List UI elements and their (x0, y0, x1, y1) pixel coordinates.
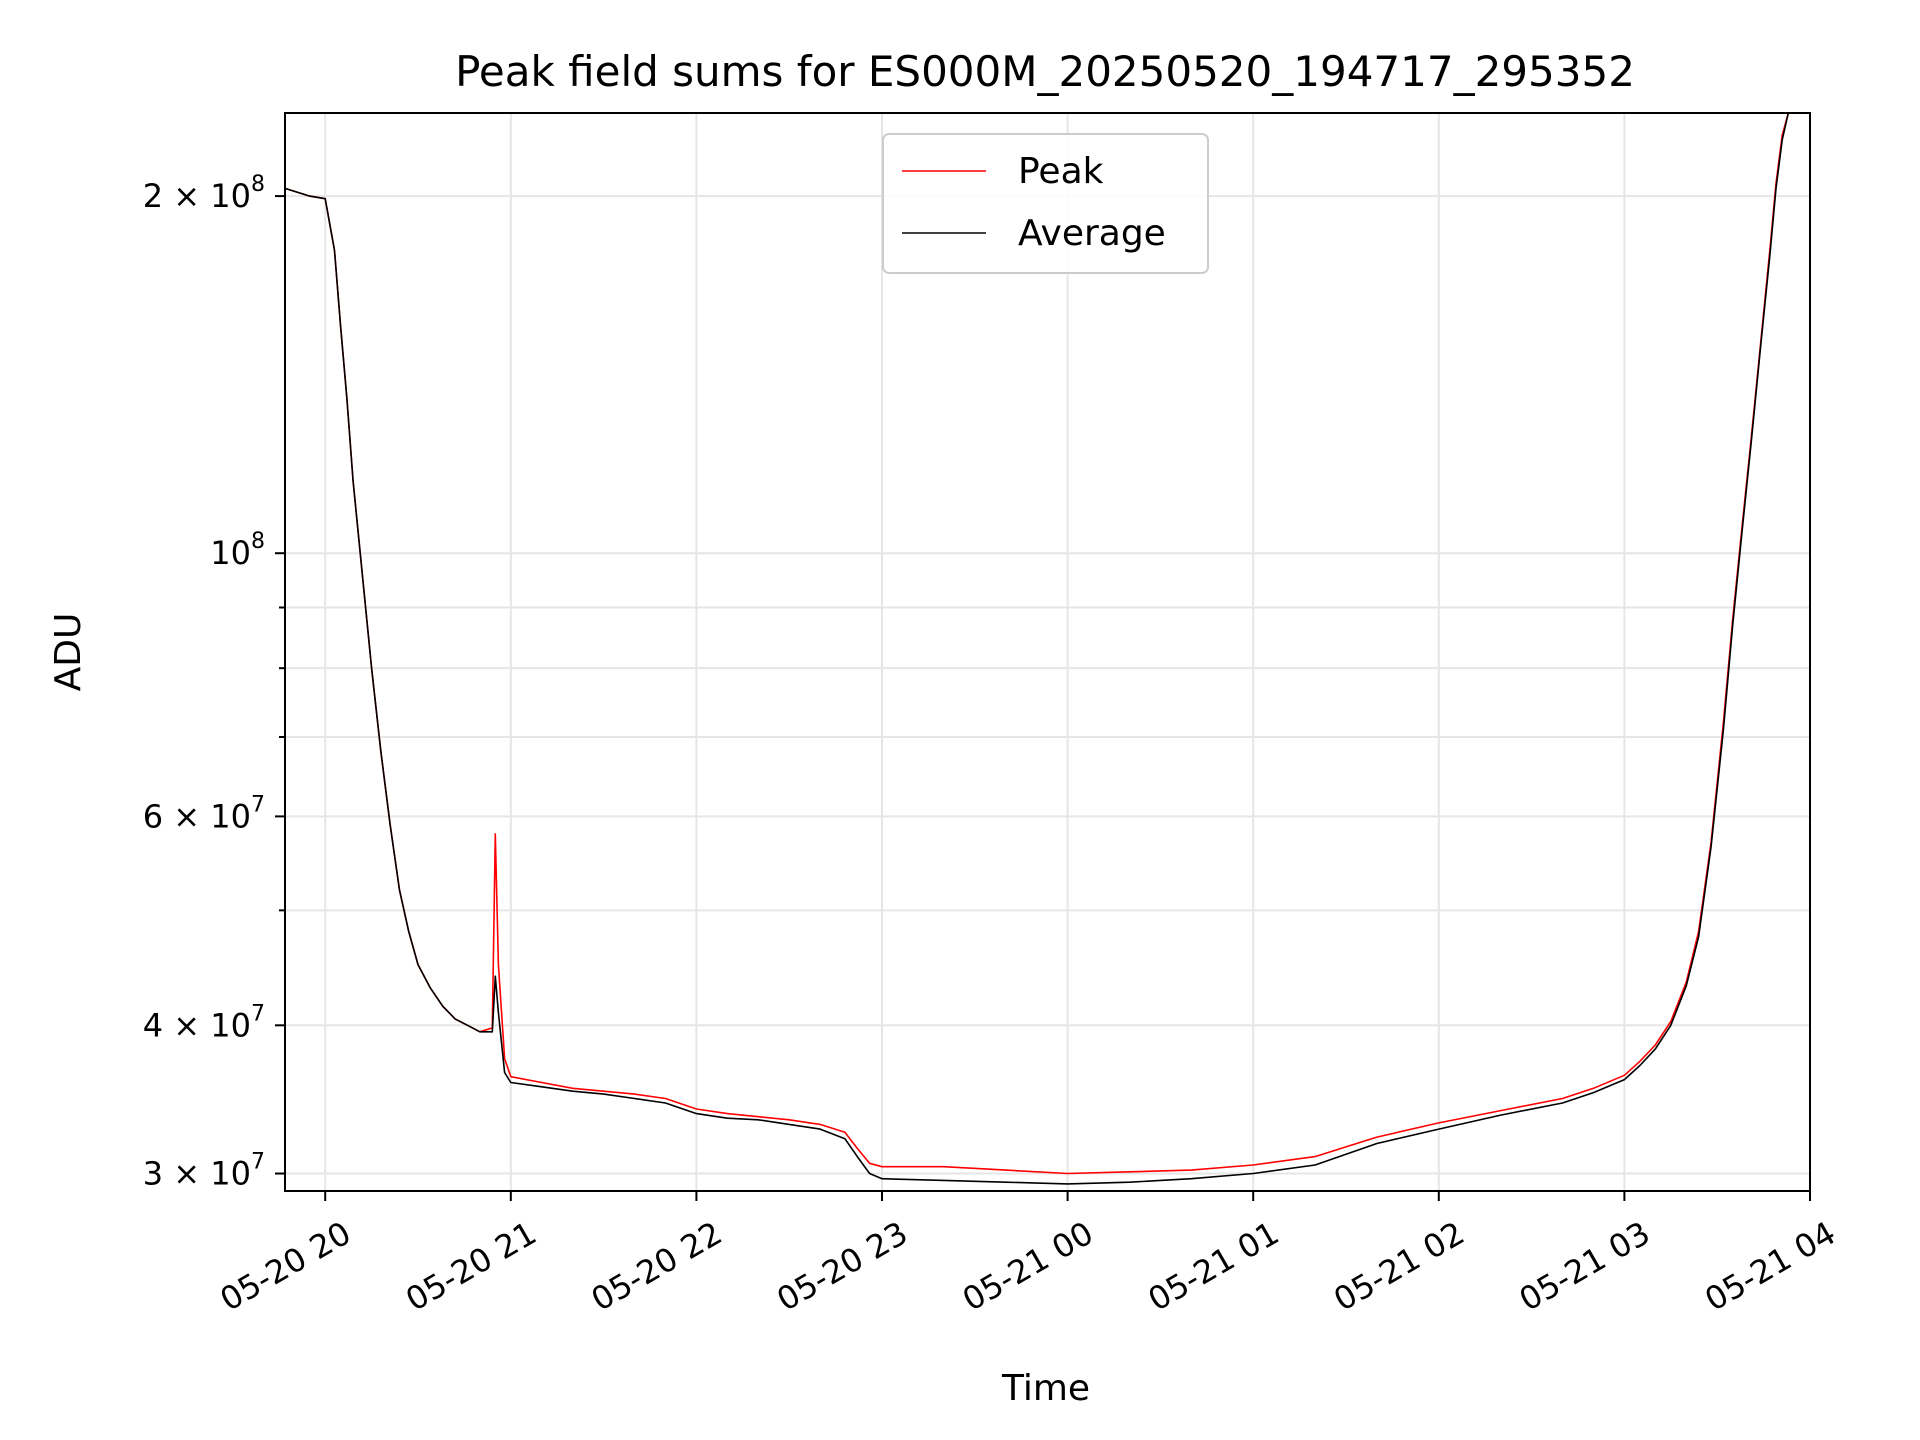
y-axis-label: ADU (48, 613, 89, 692)
grid-lines (285, 113, 1811, 1191)
plot-area-frame (284, 112, 1811, 1192)
x-tick-label: 05-20 20 (214, 1214, 358, 1319)
legend: Peak Average (882, 133, 1209, 274)
x-tick-label: 05-21 02 (1327, 1214, 1471, 1319)
x-tick-label: 05-20 22 (585, 1214, 729, 1319)
x-tick-label: 05-21 00 (956, 1214, 1100, 1319)
series-line-average (284, 112, 1810, 1185)
x-tick-label: 05-21 03 (1513, 1214, 1657, 1319)
y-tick-label: 6 × 107 (143, 792, 265, 835)
x-tick-label: 05-20 23 (770, 1214, 914, 1319)
x-tick-label: 05-21 01 (1142, 1214, 1286, 1319)
x-tick-label: 05-20 21 (399, 1214, 543, 1319)
legend-label-average: Average (1018, 213, 1166, 254)
x-tick-label: 05-21 04 (1698, 1214, 1842, 1319)
chart-title: Peak field sums for ES000M_20250520_1947… (455, 47, 1635, 96)
x-axis-ticks: 05-20 20 05-20 21 05-20 22 05-20 23 05-21 00… (214, 1191, 1842, 1319)
y-tick-label: 108 (210, 529, 265, 572)
y-tick-label: 2 × 108 (143, 172, 265, 215)
data-series (284, 112, 1810, 1185)
y-tick-label: 4 × 107 (143, 1001, 265, 1044)
y-axis-ticks: 3 × 107 4 × 107 6 × 107 108 2 × 108 (143, 172, 285, 1193)
y-tick-label: 3 × 107 (143, 1150, 265, 1193)
legend-label-peak: Peak (1018, 151, 1104, 192)
legend-box (882, 133, 1209, 274)
x-axis-label: Time (1001, 1368, 1090, 1409)
